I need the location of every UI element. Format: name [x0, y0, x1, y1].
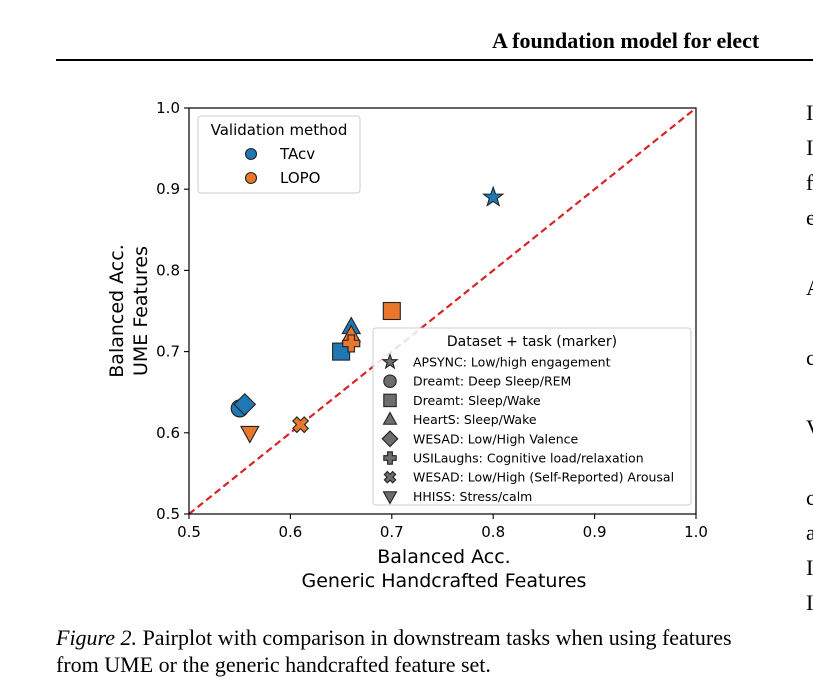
legend-marker-square [383, 393, 397, 408]
right-column-glyph: f [806, 170, 813, 195]
x-tick-label: 0.7 [380, 523, 404, 541]
right-column-glyph: I [806, 135, 813, 160]
data-point-plus-lopo [342, 334, 361, 353]
y-tick-label: 1.0 [156, 99, 180, 117]
header-rule [56, 59, 813, 61]
legend-marker-diamond [381, 430, 399, 448]
legend-marker-label: WESAD: Low/High Valence [413, 431, 579, 446]
legend-marker-star [381, 352, 399, 370]
x-axis-label: Balanced Acc. [377, 546, 510, 568]
data-point-square-lopo [382, 301, 401, 321]
axes-frame [188, 107, 697, 515]
dataset-task-legend-box [372, 327, 692, 506]
right-column-fragment: IIfeAcVcaII [806, 100, 813, 660]
ticks-layer: 0.5 0.6 0.7 0.8 0.9 1.0 0.5 0.6 0.7 0.8 0.9 1.0 [156, 99, 708, 541]
x-tick-label: 0.6 [278, 523, 302, 541]
right-column-glyph: I [806, 100, 813, 125]
right-column-glyph: e [806, 205, 813, 230]
x-tick-label: 1.0 [684, 523, 708, 541]
right-column-glyph: c [806, 485, 813, 510]
right-column-glyph: c [806, 345, 813, 370]
y-tick-label: 0.8 [156, 261, 180, 279]
y-tick-label: 0.5 [156, 505, 180, 523]
running-header-title: A foundation model for elect [492, 28, 760, 53]
legend-marker-circle [383, 374, 397, 388]
y-tick-label: 0.7 [156, 343, 180, 361]
y-axis-label-line2: UME Features [130, 246, 152, 376]
legend-marker-triangle-down [382, 491, 398, 505]
points-layer [230, 185, 505, 444]
pairplot-figure: 0.5 0.6 0.7 0.8 0.9 1.0 0.5 0.6 0.7 0.8 0.9 1.0 Bal… [106, 99, 708, 592]
right-column-glyph: A [806, 275, 813, 301]
y-tick-label: 0.6 [156, 424, 180, 442]
validation-method-legend-title: Validation method [211, 121, 348, 139]
legend-marker-label: Dreamt: Sleep/Wake [413, 393, 541, 408]
right-column-glyph: V [806, 415, 813, 441]
right-column-glyph: I [806, 555, 813, 580]
dataset-task-legend-title: Dataset + task (marker) [447, 334, 617, 350]
data-point-triangle-down-lopo [239, 425, 260, 444]
data-point-x-lopo [292, 416, 310, 434]
x-tick-label: 0.9 [583, 523, 607, 541]
legend-marker-triangle-up [382, 411, 398, 425]
data-point-star-tacv [481, 185, 505, 207]
legend-marker-x [383, 470, 397, 484]
legend-marker-label: APSYNC: Low/high engagement [413, 355, 611, 370]
legend-label-tacv: TAcv [279, 145, 315, 163]
legend-marker-label: Dreamt: Deep Sleep/REM [413, 374, 571, 389]
right-column-glyph: a [806, 520, 813, 545]
x-tick-label: 0.8 [481, 523, 505, 541]
legend-swatch-lopo [244, 171, 258, 185]
y-axis-label: Balanced Acc. [106, 244, 128, 377]
figure-caption-label: Figure 2. [56, 625, 138, 650]
validation-method-legend: Validation method TAcv LOPO [197, 115, 361, 194]
identity-diagonal-line [189, 108, 696, 514]
legend-marker-label: WESAD: Low/High (Self-Reported) Arousal [413, 470, 674, 485]
x-axis-label-line2: Generic Handcrafted Features [302, 570, 587, 592]
right-column-glyph: I [806, 590, 813, 615]
legend-label-lopo: LOPO [280, 169, 320, 187]
legend-swatch-tacv [244, 147, 258, 161]
y-tick-label: 0.9 [156, 180, 180, 198]
legend-marker-label: USILaughs: Cognitive load/relaxation [413, 451, 644, 466]
data-point-diamond-tacv [233, 392, 257, 416]
dataset-task-legend: Dataset + task (marker) APSYNC: Low/high… [372, 327, 692, 506]
x-tick-label: 0.5 [177, 523, 201, 541]
validation-method-legend-box [197, 115, 361, 194]
figure-caption-text: Pairplot with comparison in downstream t… [56, 625, 732, 677]
legend-marker-label: HHISS: Stress/calm [413, 489, 532, 504]
figure-caption: Figure 2. Pairplot with comparison in do… [56, 624, 776, 678]
legend-marker-plus [383, 451, 397, 465]
legend-marker-label: HeartS: Sleep/Wake [413, 412, 537, 427]
